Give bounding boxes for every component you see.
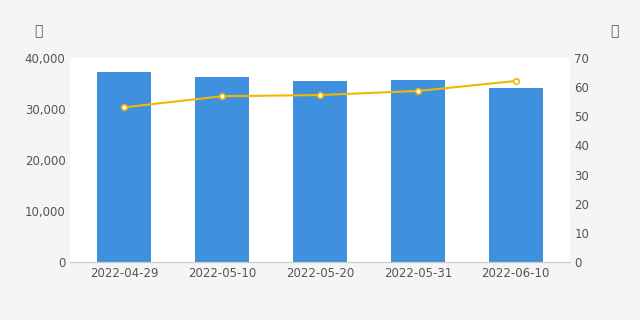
Bar	[97, 72, 151, 262]
Text: 户: 户	[34, 24, 43, 38]
Bar	[391, 80, 445, 262]
Text: 元: 元	[610, 24, 619, 38]
Bar	[195, 77, 249, 262]
Bar	[489, 88, 543, 262]
Bar	[293, 81, 347, 262]
